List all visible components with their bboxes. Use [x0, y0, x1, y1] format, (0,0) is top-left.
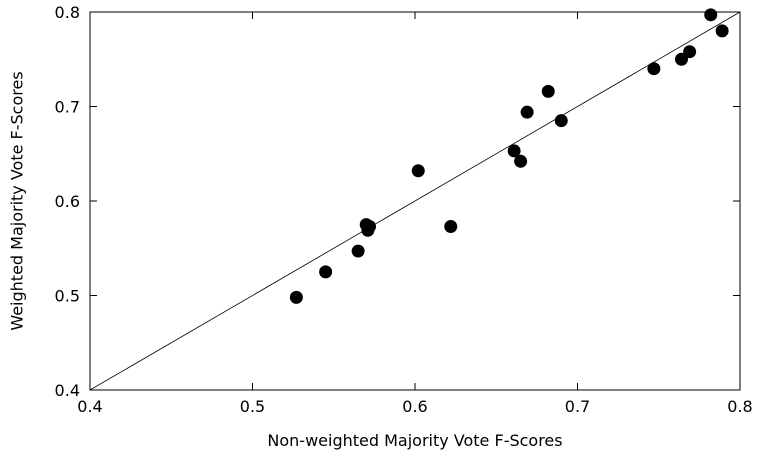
data-point: [363, 220, 376, 234]
data-point: [675, 52, 688, 66]
y-axis-label: Weighted Majority Vote F-Scores: [8, 71, 27, 330]
points-layer: [289, 8, 729, 304]
data-point: [704, 8, 718, 22]
y-tick-label: 0.8: [55, 3, 80, 22]
y-tick-label: 0.7: [55, 98, 80, 117]
reference-line-layer: [89, 11, 741, 391]
data-point: [647, 62, 661, 76]
data-point: [554, 114, 568, 128]
y-tick-label: 0.5: [55, 287, 80, 306]
data-point: [289, 290, 303, 304]
x-tick-label: 0.8: [727, 397, 752, 416]
y-tick-label: 0.4: [55, 381, 80, 400]
y-tick-label: 0.6: [55, 192, 80, 211]
x-tick-label: 0.6: [402, 397, 427, 416]
data-point: [319, 265, 333, 279]
ticks-layer: 0.4 0.5 0.6 0.7 0.8 0.4 0.5 0.6 0.7 0.8: [55, 3, 753, 416]
data-point: [520, 105, 534, 119]
x-tick-label: 0.7: [565, 397, 590, 416]
reference-diagonal-line: [89, 11, 741, 391]
x-tick-label: 0.4: [77, 397, 102, 416]
data-point: [351, 244, 365, 258]
data-point: [514, 154, 528, 168]
data-point: [444, 220, 458, 234]
data-point: [411, 164, 425, 178]
x-axis-label: Non-weighted Majority Vote F-Scores: [267, 431, 562, 450]
data-point: [683, 45, 697, 59]
data-point: [715, 24, 729, 38]
data-point: [507, 144, 521, 158]
data-point: [541, 84, 555, 98]
x-tick-label: 0.5: [240, 397, 265, 416]
